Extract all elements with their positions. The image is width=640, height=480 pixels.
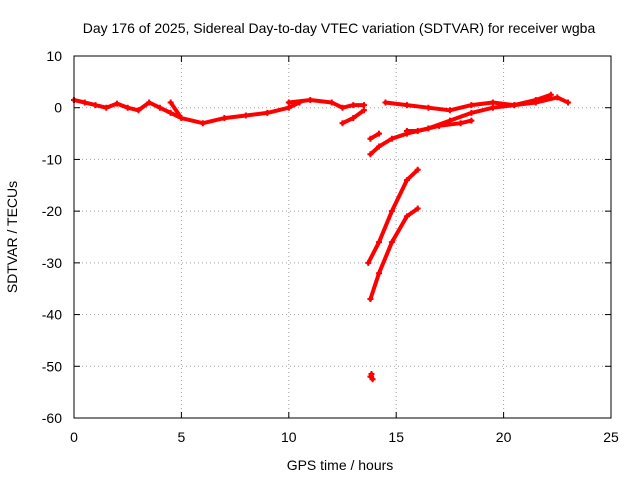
y-tick-label: 0 — [54, 100, 62, 116]
data-point — [457, 120, 464, 127]
grid — [74, 56, 611, 418]
y-tick-label: -40 — [42, 307, 62, 323]
data-point — [264, 109, 271, 116]
data-point — [328, 99, 335, 106]
data-point — [532, 96, 539, 103]
data-series — [71, 91, 572, 383]
data-point — [113, 100, 120, 107]
data-point — [367, 135, 374, 142]
y-tick-label: -10 — [42, 151, 62, 167]
x-tick-label: 0 — [70, 429, 78, 445]
data-point — [285, 99, 292, 106]
x-axis-label: GPS time / hours — [287, 457, 394, 473]
x-tick-label: 15 — [388, 429, 404, 445]
axis-ticks: 0 5 10 15 20 25 10 0 -10 -20 -30 -40 -50 -60 — [42, 48, 619, 445]
y-tick-label: -20 — [42, 203, 62, 219]
data-point — [368, 371, 375, 378]
data-point — [178, 115, 185, 122]
data-point — [388, 239, 395, 246]
data-point — [367, 151, 374, 158]
data-point — [376, 143, 383, 150]
data-point — [156, 104, 163, 111]
data-point — [307, 96, 314, 103]
plot-frame — [73, 55, 612, 419]
data-point — [554, 94, 561, 101]
data-point — [103, 104, 110, 111]
y-tick-label: -50 — [42, 358, 62, 374]
data-point — [285, 104, 292, 111]
data-point — [388, 135, 395, 142]
chart-title: Day 176 of 2025, Sidereal Day-to-day VTE… — [83, 20, 596, 36]
data-point — [199, 120, 206, 127]
data-point — [376, 239, 383, 246]
y-axis-label: SDTVAR / TECUs — [4, 181, 20, 293]
data-point — [382, 99, 389, 106]
data-point — [446, 107, 453, 114]
data-point — [242, 112, 249, 119]
data-point — [414, 205, 421, 212]
data-point — [436, 122, 443, 129]
data-point — [365, 259, 372, 266]
data-point — [425, 104, 432, 111]
data-point — [124, 104, 131, 111]
series-plunge-1 — [366, 167, 420, 265]
data-point — [376, 130, 383, 137]
data-point — [81, 99, 88, 106]
data-point — [468, 102, 475, 109]
data-point — [146, 99, 153, 106]
data-point — [135, 107, 142, 114]
y-tick-label: -30 — [42, 255, 62, 271]
data-point — [221, 115, 228, 122]
data-point — [489, 99, 496, 106]
data-point — [360, 107, 367, 114]
data-point — [414, 166, 421, 173]
data-point — [511, 102, 518, 109]
data-point — [468, 109, 475, 116]
data-point — [403, 102, 410, 109]
x-tick-label: 20 — [496, 429, 512, 445]
y-tick-label: 10 — [46, 48, 62, 64]
series-plunge-2 — [368, 206, 420, 302]
y-tick-label: -60 — [42, 410, 62, 426]
data-point — [403, 213, 410, 220]
data-point — [489, 104, 496, 111]
data-point — [167, 99, 174, 106]
data-point — [339, 120, 346, 127]
data-point — [350, 115, 357, 122]
data-point — [350, 102, 357, 109]
data-point — [547, 91, 554, 98]
data-point — [339, 104, 346, 111]
data-point — [369, 376, 376, 383]
series-baseline-d — [383, 95, 570, 113]
data-point — [376, 270, 383, 277]
data-point — [167, 109, 174, 116]
data-point — [360, 102, 367, 109]
series-baseline-b — [168, 100, 302, 126]
data-point — [403, 177, 410, 184]
data-point — [388, 208, 395, 215]
x-tick-label: 5 — [178, 429, 186, 445]
x-tick-label: 25 — [603, 429, 619, 445]
data-point — [92, 102, 99, 109]
data-point — [414, 127, 421, 134]
data-point — [468, 117, 475, 124]
x-tick-label: 10 — [281, 429, 297, 445]
data-point — [403, 127, 410, 134]
data-point — [565, 99, 572, 106]
data-point — [367, 296, 374, 303]
